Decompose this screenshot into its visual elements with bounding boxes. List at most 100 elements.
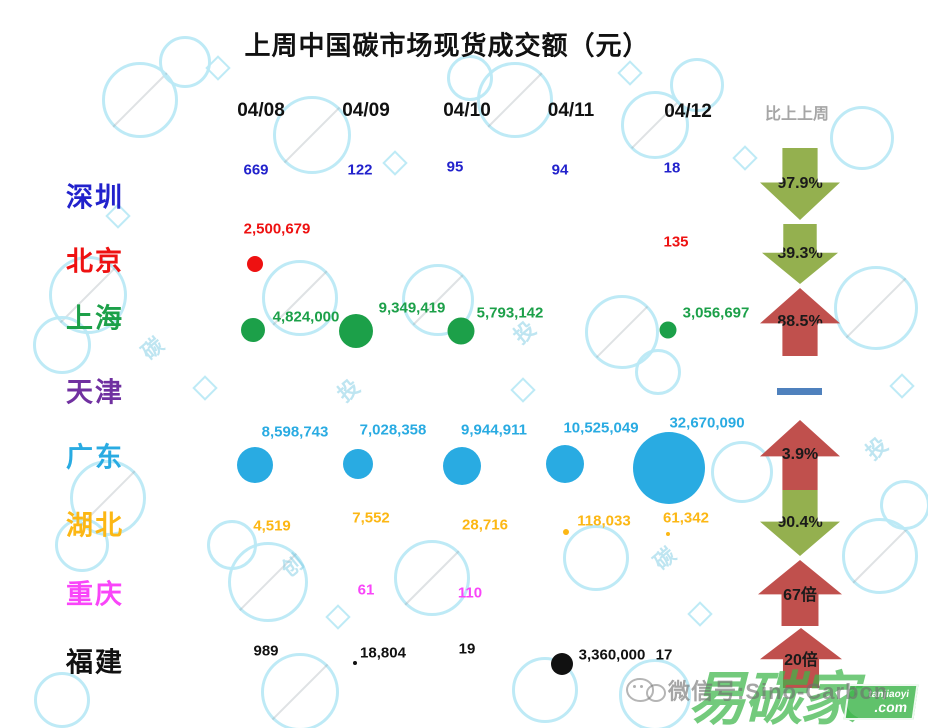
- city-label-shanghai: 上海: [66, 303, 124, 334]
- date-header-0410: 04/10: [443, 100, 491, 121]
- value-guangdong-0412: 32,670,090: [669, 414, 745, 432]
- change-dash-tianjin: [777, 388, 822, 395]
- change-arrow-shenzhen: 97.9%: [760, 148, 840, 220]
- watermark-bubble: [33, 316, 91, 374]
- watermark-bubble: [159, 36, 211, 88]
- value-fujian-0412: 17: [655, 646, 673, 664]
- watermark-bubble: [70, 460, 146, 536]
- watermark-diamond: [617, 60, 643, 86]
- value-guangdong-0409: 7,028,358: [359, 421, 427, 439]
- value-beijing-0412: 135: [663, 233, 689, 251]
- date-header-0411: 04/11: [547, 100, 595, 121]
- watermark-bubble: [477, 62, 553, 138]
- value-shanghai-0410: 5,793,142: [476, 304, 544, 322]
- bubble-guangdong-0410: [443, 447, 481, 485]
- watermark-char: 投: [333, 375, 365, 407]
- watermark-diamond: [732, 145, 758, 171]
- watermark-diamond: [192, 375, 218, 401]
- city-label-chongqing: 重庆: [66, 579, 124, 610]
- city-label-shenzhen: 深圳: [66, 182, 124, 213]
- value-shenzhen-0412: 18: [663, 159, 681, 177]
- value-chongqing-0410: 110: [457, 584, 483, 602]
- value-hubei-0411: 118,033: [577, 512, 631, 530]
- value-fujian-0411: 3,360,000: [578, 646, 646, 664]
- value-shanghai-0408: 4,824,000: [272, 308, 340, 326]
- watermark-diamond: [510, 377, 536, 403]
- date-header-0409: 04/09: [342, 100, 390, 121]
- bubble-guangdong-0412: [633, 432, 705, 504]
- compare-header: 比上上周: [764, 106, 830, 123]
- watermark-bubble: [34, 672, 90, 728]
- value-fujian-0408: 989: [253, 642, 279, 660]
- wechat-account-label: 微信号:Sino-Carbon: [668, 679, 889, 704]
- watermark-bubble: [635, 349, 681, 395]
- brand-watermark: 易碳家: [688, 667, 858, 728]
- watermark-bubble: [55, 518, 109, 572]
- watermark-char: 投: [861, 433, 893, 465]
- bubble-shanghai-0408: [241, 318, 265, 342]
- watermark-bubble: [394, 540, 470, 616]
- value-hubei-0408: 4,519: [253, 517, 291, 535]
- city-label-tianjin: 天津: [66, 377, 124, 408]
- watermark-bubble: [447, 55, 493, 101]
- city-label-guangdong: 广东: [66, 442, 124, 473]
- value-shanghai-0409: 9,349,419: [378, 299, 446, 317]
- value-chongqing-0409: 61: [357, 581, 375, 599]
- value-shenzhen-0408: 669: [243, 161, 269, 179]
- value-shenzhen-0410: 95: [446, 158, 464, 176]
- watermark-diamond: [382, 150, 408, 176]
- watermark-bubble: [563, 525, 629, 591]
- city-label-hubei: 湖北: [66, 510, 124, 541]
- watermark-char: 碳: [649, 543, 681, 575]
- watermark-bubble: [102, 62, 178, 138]
- wechat-icon: [626, 676, 666, 706]
- value-hubei-0410: 28,716: [462, 516, 508, 534]
- change-arrow-beijing: 39.3%: [762, 224, 838, 284]
- watermark-bubble: [585, 295, 659, 369]
- value-guangdong-0410: 9,944,911: [461, 421, 527, 439]
- watermark-bubble: [842, 518, 918, 594]
- watermark-bubble: [261, 653, 339, 728]
- value-guangdong-0408: 8,598,743: [261, 423, 329, 441]
- watermark-bubble: [512, 657, 578, 723]
- value-hubei-0409: 7,552: [352, 509, 390, 527]
- city-label-beijing: 北京: [66, 246, 124, 277]
- change-arrow-shanghai: 88.5%: [760, 288, 840, 356]
- bubble-beijing-0408: [247, 256, 263, 272]
- change-arrow-chongqing: 67倍: [758, 560, 842, 626]
- city-label-fujian: 福建: [66, 647, 124, 678]
- page-title: 上周中国碳市场现货成交额（元）: [244, 30, 650, 61]
- watermark-bubble: [670, 58, 724, 112]
- bubble-shanghai-0412: [659, 321, 677, 339]
- date-header-0408: 04/08: [237, 100, 285, 121]
- bubble-guangdong-0409: [343, 449, 373, 479]
- value-hubei-0412: 61,342: [663, 509, 709, 527]
- watermark-bubble: [262, 260, 338, 336]
- value-guangdong-0411: 10,525,049: [563, 419, 639, 437]
- change-arrow-hubei: 90.4%: [760, 490, 840, 556]
- watermark-diamond: [687, 601, 713, 627]
- value-beijing-0408: 2,500,679: [243, 220, 311, 238]
- watermark-diamond: [889, 373, 915, 399]
- watermark-bubble: [711, 441, 773, 503]
- bubble-guangdong-0411: [546, 445, 584, 483]
- watermark-bubble: [621, 91, 689, 159]
- bubble-hubei-0412: [666, 532, 670, 536]
- watermark-bubble: [830, 106, 894, 170]
- bubble-fujian-0409: [353, 661, 357, 665]
- watermark-bubble: [880, 480, 928, 530]
- watermark-char: 碳: [137, 333, 169, 365]
- watermark-bubble: [228, 542, 308, 622]
- bubble-shanghai-0410: [447, 317, 475, 345]
- value-shenzhen-0409: 122: [347, 161, 373, 179]
- bubble-fujian-0411: [551, 653, 573, 675]
- value-shenzhen-0411: 94: [551, 161, 569, 179]
- value-shanghai-0412: 3,056,697: [682, 304, 750, 322]
- bubble-guangdong-0408: [237, 447, 273, 483]
- value-fujian-0409: 18,804: [360, 644, 406, 662]
- value-fujian-0410: 19: [458, 640, 476, 658]
- watermark-bubble: [273, 96, 351, 174]
- date-header-0412: 04/12: [664, 101, 712, 122]
- watermark-bubble: [619, 659, 691, 728]
